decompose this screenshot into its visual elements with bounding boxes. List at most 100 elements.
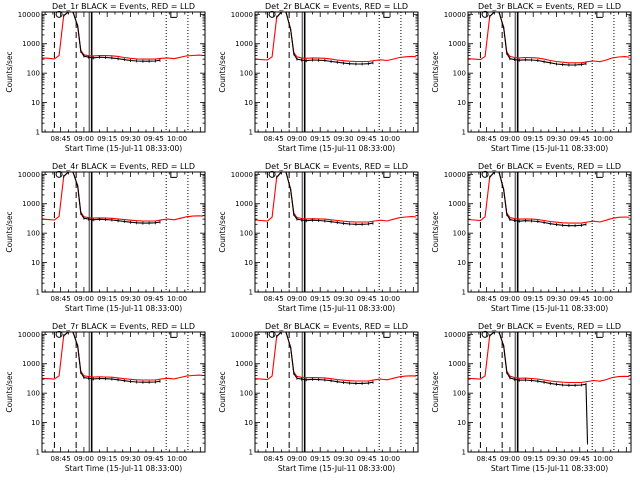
detector-panel-4: 1 10 100 1000 10000 08:45 09:00 09:15 09:30 09:45… xyxy=(5,162,206,313)
y-tick-label: 100 xyxy=(453,70,466,78)
series-line-lld xyxy=(468,172,630,224)
chart-title: Det_4r BLACK = Events, RED = LLD xyxy=(52,162,195,171)
x-tick-label: 09:45 xyxy=(570,455,590,463)
y-tick-label: 1000 xyxy=(448,40,466,48)
y-tick-label: 1 xyxy=(249,449,253,457)
x-tick-label: 09:45 xyxy=(357,455,377,463)
x-tick-label: 09:00 xyxy=(500,455,520,463)
step-marker xyxy=(170,331,177,338)
y-tick-label: 1000 xyxy=(448,200,466,208)
y-tick-label: 10 xyxy=(31,259,40,267)
x-tick-label: 09:00 xyxy=(500,135,520,143)
x-tick-label: 09:45 xyxy=(570,295,590,303)
y-axis-label: Counts/sec xyxy=(431,211,440,252)
y-tick-label: 100 xyxy=(27,230,40,238)
y-tick-label: 10 xyxy=(457,99,466,107)
x-tick-label: 10:00 xyxy=(380,295,400,303)
x-tick-label: 09:00 xyxy=(74,135,94,143)
step-marker xyxy=(596,331,603,338)
y-tick-label: 1 xyxy=(462,289,466,297)
peak-marker xyxy=(55,330,63,338)
step-marker xyxy=(383,11,390,18)
detector-panel-3: 1 10 100 1000 10000 08:45 09:00 09:15 09:30 09:45… xyxy=(431,2,632,153)
y-tick-label: 1 xyxy=(36,129,40,137)
y-tick-label: 10000 xyxy=(18,171,40,179)
chart-title: Det_9r BLACK = Events, RED = LLD xyxy=(478,322,621,331)
x-tick-label: 09:15 xyxy=(523,135,543,143)
y-tick-label: 100 xyxy=(240,70,253,78)
y-tick-label: 1 xyxy=(249,129,253,137)
chart-title: Det_5r BLACK = Events, RED = LLD xyxy=(265,162,408,171)
y-tick-label: 10 xyxy=(244,99,253,107)
series-line-lld xyxy=(42,12,204,60)
y-tick-label: 10 xyxy=(457,419,466,427)
y-tick-label: 1000 xyxy=(448,360,466,368)
x-tick-label: 10:00 xyxy=(593,295,613,303)
series-line-lld xyxy=(468,332,630,384)
series-line-events xyxy=(276,12,374,65)
x-tick-label: 08:45 xyxy=(264,135,284,143)
peak-marker xyxy=(55,10,63,18)
series-line-lld xyxy=(255,332,417,382)
x-tick-label: 09:30 xyxy=(333,455,353,463)
step-marker xyxy=(170,11,177,18)
y-tick-label: 100 xyxy=(453,230,466,238)
y-tick-label: 10 xyxy=(31,419,40,427)
y-tick-label: 1000 xyxy=(235,360,253,368)
x-axis-label: Start Time (15-Jul-11 08:33:00) xyxy=(65,464,182,473)
x-tick-label: 10:00 xyxy=(593,135,613,143)
x-tick-label: 10:00 xyxy=(167,295,187,303)
y-tick-label: 10 xyxy=(244,419,253,427)
peak-marker xyxy=(268,170,276,178)
y-tick-label: 100 xyxy=(27,70,40,78)
peak-marker xyxy=(481,170,489,178)
x-tick-label: 09:15 xyxy=(97,295,117,303)
x-tick-label: 08:45 xyxy=(477,455,497,463)
y-tick-label: 100 xyxy=(27,390,40,398)
x-tick-label: 09:30 xyxy=(120,455,140,463)
x-axis-label: Start Time (15-Jul-11 08:33:00) xyxy=(491,464,608,473)
y-tick-label: 1000 xyxy=(22,200,40,208)
series-line-lld xyxy=(42,332,204,381)
x-tick-label: 09:15 xyxy=(310,295,330,303)
x-tick-label: 10:00 xyxy=(593,455,613,463)
y-tick-label: 1 xyxy=(36,289,40,297)
x-tick-label: 09:00 xyxy=(287,295,307,303)
x-tick-label: 09:45 xyxy=(144,295,164,303)
x-tick-label: 09:00 xyxy=(287,455,307,463)
peak-marker xyxy=(481,10,489,18)
plot-frame xyxy=(254,11,419,133)
x-axis-label: Start Time (15-Jul-11 08:33:00) xyxy=(491,304,608,313)
y-axis-label: Counts/sec xyxy=(5,371,14,412)
x-tick-label: 09:30 xyxy=(546,455,566,463)
detector-panel-2: 1 10 100 1000 10000 08:45 09:00 09:15 09:30 09:45… xyxy=(218,2,419,153)
plot-frame xyxy=(41,11,206,133)
y-tick-label: 10000 xyxy=(18,11,40,19)
chart-title: Det_3r BLACK = Events, RED = LLD xyxy=(478,2,621,11)
detector-panel-7: 1 10 100 1000 10000 08:45 09:00 09:15 09:30 09:45… xyxy=(5,322,206,473)
y-tick-label: 100 xyxy=(453,390,466,398)
chart-title: Det_7r BLACK = Events, RED = LLD xyxy=(52,322,195,331)
x-tick-label: 09:00 xyxy=(500,295,520,303)
y-tick-label: 1000 xyxy=(235,200,253,208)
step-marker xyxy=(170,171,177,178)
x-tick-label: 08:45 xyxy=(477,295,497,303)
chart-title: Det_1r BLACK = Events, RED = LLD xyxy=(52,2,195,11)
series-line-lld xyxy=(255,12,417,63)
y-axis-label: Counts/sec xyxy=(5,211,14,252)
y-axis-label: Counts/sec xyxy=(431,371,440,412)
x-tick-label: 09:30 xyxy=(120,295,140,303)
peak-marker xyxy=(481,330,489,338)
x-tick-label: 09:15 xyxy=(97,135,117,143)
series-line-lld xyxy=(468,12,630,64)
series-line-events xyxy=(276,332,374,384)
y-tick-label: 10 xyxy=(244,259,253,267)
detector-panel-8: 1 10 100 1000 10000 08:45 09:00 09:15 09:30 09:45… xyxy=(218,322,419,473)
y-axis-label: Counts/sec xyxy=(431,51,440,92)
x-tick-label: 09:00 xyxy=(74,295,94,303)
x-tick-label: 08:45 xyxy=(51,455,71,463)
y-tick-label: 1 xyxy=(36,449,40,457)
x-tick-label: 09:30 xyxy=(546,135,566,143)
peak-marker xyxy=(55,170,63,178)
chart-title: Det_2r BLACK = Events, RED = LLD xyxy=(265,2,408,11)
